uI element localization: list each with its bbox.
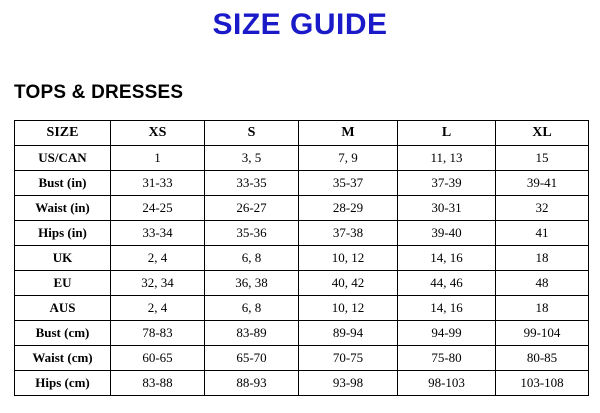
row-label: Bust (cm) [14, 320, 111, 346]
cell-value: 36, 38 [204, 270, 299, 296]
column-header-xs: XS [110, 120, 205, 146]
column-header-xl: XL [495, 120, 589, 146]
cell-value: 37-38 [298, 220, 398, 246]
cell-value: 80-85 [495, 345, 589, 371]
table-header-row: SIZE XS S M L XL [14, 120, 589, 146]
table-row: Bust (cm) 78-83 83-89 89-94 94-99 99-104 [14, 320, 589, 346]
cell-value: 70-75 [298, 345, 398, 371]
column-header-size: SIZE [14, 120, 111, 146]
cell-value: 44, 46 [397, 270, 496, 296]
cell-value: 11, 13 [397, 145, 496, 171]
cell-value: 28-29 [298, 195, 398, 221]
table-row: AUS 2, 4 6, 8 10, 12 14, 16 18 [14, 295, 589, 321]
table-row: US/CAN 1 3, 5 7, 9 11, 13 15 [14, 145, 589, 171]
row-label: Hips (in) [14, 220, 111, 246]
size-chart-table: SIZE XS S M L XL US/CAN 1 3, 5 7, 9 11, … [14, 120, 589, 396]
cell-value: 37-39 [397, 170, 496, 196]
cell-value: 6, 8 [204, 245, 299, 271]
cell-value: 26-27 [204, 195, 299, 221]
column-header-l: L [397, 120, 496, 146]
cell-value: 14, 16 [397, 295, 496, 321]
cell-value: 7, 9 [298, 145, 398, 171]
cell-value: 83-89 [204, 320, 299, 346]
section-heading-tops-and-dresses: TOPS & DRESSES [14, 82, 184, 103]
table-row: Bust (in) 31-33 33-35 35-37 37-39 39-41 [14, 170, 589, 196]
table-row: Hips (in) 33-34 35-36 37-38 39-40 41 [14, 220, 589, 246]
size-chart-container: SIZE XS S M L XL US/CAN 1 3, 5 7, 9 11, … [14, 120, 589, 396]
cell-value: 98-103 [397, 370, 496, 396]
page-title: SIZE GUIDE [212, 8, 388, 41]
cell-value: 10, 12 [298, 245, 398, 271]
table-row: Hips (cm) 83-88 88-93 93-98 98-103 103-1… [14, 370, 589, 396]
cell-value: 39-40 [397, 220, 496, 246]
row-label: Waist (cm) [14, 345, 111, 371]
table-body: US/CAN 1 3, 5 7, 9 11, 13 15 Bust (in) 3… [14, 145, 589, 396]
cell-value: 94-99 [397, 320, 496, 346]
cell-value: 18 [495, 245, 589, 271]
cell-value: 2, 4 [110, 245, 205, 271]
cell-value: 6, 8 [204, 295, 299, 321]
cell-value: 88-93 [204, 370, 299, 396]
row-label: UK [14, 245, 111, 271]
cell-value: 18 [495, 295, 589, 321]
cell-value: 35-36 [204, 220, 299, 246]
cell-value: 31-33 [110, 170, 205, 196]
cell-value: 30-31 [397, 195, 496, 221]
row-label: AUS [14, 295, 111, 321]
cell-value: 65-70 [204, 345, 299, 371]
column-header-s: S [204, 120, 299, 146]
cell-value: 3, 5 [204, 145, 299, 171]
table-row: Waist (cm) 60-65 65-70 70-75 75-80 80-85 [14, 345, 589, 371]
cell-value: 2, 4 [110, 295, 205, 321]
row-label: Bust (in) [14, 170, 111, 196]
table-row: UK 2, 4 6, 8 10, 12 14, 16 18 [14, 245, 589, 271]
cell-value: 93-98 [298, 370, 398, 396]
cell-value: 14, 16 [397, 245, 496, 271]
cell-value: 33-35 [204, 170, 299, 196]
column-header-m: M [298, 120, 398, 146]
cell-value: 78-83 [110, 320, 205, 346]
cell-value: 40, 42 [298, 270, 398, 296]
cell-value: 33-34 [110, 220, 205, 246]
row-label: EU [14, 270, 111, 296]
cell-value: 83-88 [110, 370, 205, 396]
cell-value: 103-108 [495, 370, 589, 396]
cell-value: 48 [495, 270, 589, 296]
cell-value: 10, 12 [298, 295, 398, 321]
table-row: Waist (in) 24-25 26-27 28-29 30-31 32 [14, 195, 589, 221]
cell-value: 39-41 [495, 170, 589, 196]
cell-value: 60-65 [110, 345, 205, 371]
cell-value: 99-104 [495, 320, 589, 346]
cell-value: 75-80 [397, 345, 496, 371]
row-label: US/CAN [14, 145, 111, 171]
cell-value: 32 [495, 195, 589, 221]
cell-value: 89-94 [298, 320, 398, 346]
cell-value: 32, 34 [110, 270, 205, 296]
cell-value: 1 [110, 145, 205, 171]
row-label: Hips (cm) [14, 370, 111, 396]
row-label: Waist (in) [14, 195, 111, 221]
cell-value: 35-37 [298, 170, 398, 196]
cell-value: 24-25 [110, 195, 205, 221]
table-row: EU 32, 34 36, 38 40, 42 44, 46 48 [14, 270, 589, 296]
cell-value: 15 [495, 145, 589, 171]
cell-value: 41 [495, 220, 589, 246]
